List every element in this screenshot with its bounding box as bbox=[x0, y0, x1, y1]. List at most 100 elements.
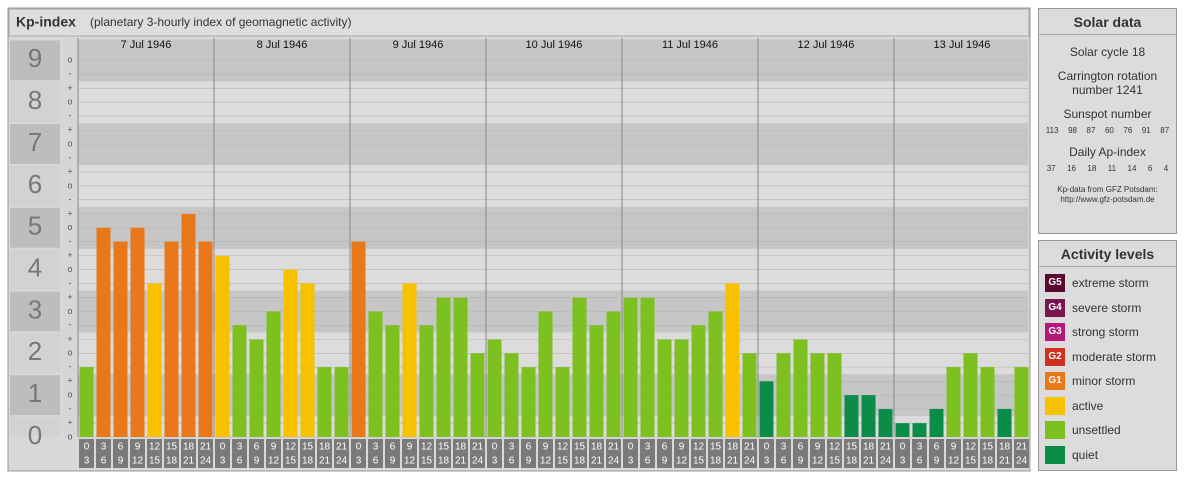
ap-value: 11 bbox=[1107, 164, 1117, 173]
bar bbox=[249, 339, 264, 437]
hour-box bbox=[419, 439, 434, 468]
minor-tick-label: - bbox=[69, 110, 72, 120]
hour-box bbox=[470, 439, 485, 468]
y-tick-label: 5 bbox=[28, 211, 42, 241]
bar bbox=[453, 297, 468, 437]
bar bbox=[640, 297, 655, 437]
level-badge: G4 bbox=[1045, 298, 1065, 317]
hour-end: 18 bbox=[710, 456, 722, 467]
y-label-box bbox=[10, 417, 60, 436]
hour-end: 9 bbox=[526, 456, 532, 467]
bar bbox=[164, 241, 179, 437]
bar bbox=[130, 227, 145, 437]
minor-tick-label: o bbox=[67, 55, 72, 65]
level-item: quiet bbox=[1039, 443, 1176, 468]
day-label: 10 Jul 1946 bbox=[526, 39, 583, 51]
hour-end: 9 bbox=[798, 456, 804, 467]
bar bbox=[96, 227, 111, 437]
hour-box bbox=[623, 439, 638, 468]
hour-start: 9 bbox=[679, 442, 685, 453]
minor-tick-label: + bbox=[67, 208, 72, 218]
bar bbox=[861, 395, 876, 437]
hour-box bbox=[844, 439, 859, 468]
solar-panel: Solar data Solar cycle 18 Carrington rot… bbox=[1038, 8, 1177, 234]
bar bbox=[742, 353, 757, 437]
hour-box bbox=[980, 439, 995, 468]
hour-end: 6 bbox=[781, 456, 787, 467]
hour-box bbox=[793, 439, 808, 468]
level-name: moderate storm bbox=[1072, 349, 1157, 364]
hour-start: 21 bbox=[200, 442, 212, 453]
bar bbox=[963, 353, 978, 437]
y-label-box bbox=[10, 82, 60, 123]
hour-box bbox=[436, 439, 451, 468]
bar bbox=[572, 297, 587, 437]
hour-start: 0 bbox=[492, 442, 498, 453]
hour-end: 3 bbox=[84, 456, 90, 467]
hour-start: 9 bbox=[271, 442, 277, 453]
minor-tick-label: + bbox=[67, 334, 72, 344]
sunspot-value: 91 bbox=[1141, 126, 1151, 135]
hour-end: 18 bbox=[302, 456, 314, 467]
day-label: 9 Jul 1946 bbox=[393, 39, 444, 51]
bar bbox=[759, 381, 774, 437]
minor-tick-label: - bbox=[69, 69, 72, 79]
hour-box bbox=[1014, 439, 1029, 468]
hour-box bbox=[232, 439, 247, 468]
bar bbox=[538, 311, 553, 437]
hour-box bbox=[317, 439, 332, 468]
hour-start: 3 bbox=[645, 442, 651, 453]
hour-box bbox=[878, 439, 893, 468]
bar bbox=[555, 367, 570, 437]
hour-end: 9 bbox=[118, 456, 124, 467]
hour-start: 0 bbox=[900, 442, 906, 453]
hour-box bbox=[521, 439, 536, 468]
ap-value: 14 bbox=[1127, 164, 1137, 173]
hour-start: 12 bbox=[149, 442, 161, 453]
hour-box bbox=[606, 439, 621, 468]
bar bbox=[691, 325, 706, 437]
ap-label: Daily Ap-index bbox=[1069, 145, 1146, 159]
hour-end: 21 bbox=[455, 456, 467, 467]
hour-box bbox=[691, 439, 706, 468]
hour-start: 21 bbox=[608, 442, 620, 453]
bar bbox=[895, 423, 910, 437]
hour-end: 24 bbox=[744, 456, 756, 467]
ap-value: 4 bbox=[1163, 164, 1169, 173]
bar bbox=[810, 353, 825, 437]
hour-end: 6 bbox=[917, 456, 923, 467]
minor-tick-label: o bbox=[67, 97, 72, 107]
hour-box bbox=[742, 439, 757, 468]
hour-start: 0 bbox=[764, 442, 770, 453]
bar bbox=[589, 325, 604, 437]
hour-start: 0 bbox=[84, 442, 90, 453]
y-label-box bbox=[10, 124, 60, 164]
bar bbox=[113, 241, 128, 437]
sunspot-value: 87 bbox=[1160, 126, 1170, 135]
y-label-box bbox=[10, 291, 60, 332]
hour-start: 15 bbox=[438, 442, 450, 453]
day-label: 12 Jul 1946 bbox=[798, 39, 855, 51]
hour-box bbox=[929, 439, 944, 468]
ap-value: 16 bbox=[1067, 164, 1076, 173]
hour-end: 9 bbox=[662, 456, 668, 467]
bar bbox=[368, 311, 383, 437]
level-name: active bbox=[1072, 398, 1104, 413]
hour-start: 18 bbox=[863, 442, 875, 453]
bar bbox=[623, 297, 638, 437]
level-name: severe storm bbox=[1072, 300, 1142, 315]
level-badge bbox=[1045, 396, 1065, 415]
source: Kp-data from GFZ Potsdam: http://www.gfz-… bbox=[1039, 185, 1176, 205]
hour-start: 15 bbox=[574, 442, 586, 453]
hour-end: 21 bbox=[183, 456, 195, 467]
hour-end: 9 bbox=[390, 456, 396, 467]
hour-end: 18 bbox=[982, 456, 994, 467]
level-item: G4 severe storm bbox=[1039, 296, 1176, 321]
hour-box bbox=[555, 439, 570, 468]
level-badge: G2 bbox=[1045, 347, 1065, 366]
hour-end: 3 bbox=[492, 456, 498, 467]
levels-list: G5 extreme storm G4 severe storm G3 strong st… bbox=[1039, 267, 1176, 467]
source-line: http://www.gfz-potsdam.de bbox=[1060, 195, 1155, 204]
hour-box bbox=[538, 439, 553, 468]
level-badge: G1 bbox=[1045, 372, 1065, 391]
